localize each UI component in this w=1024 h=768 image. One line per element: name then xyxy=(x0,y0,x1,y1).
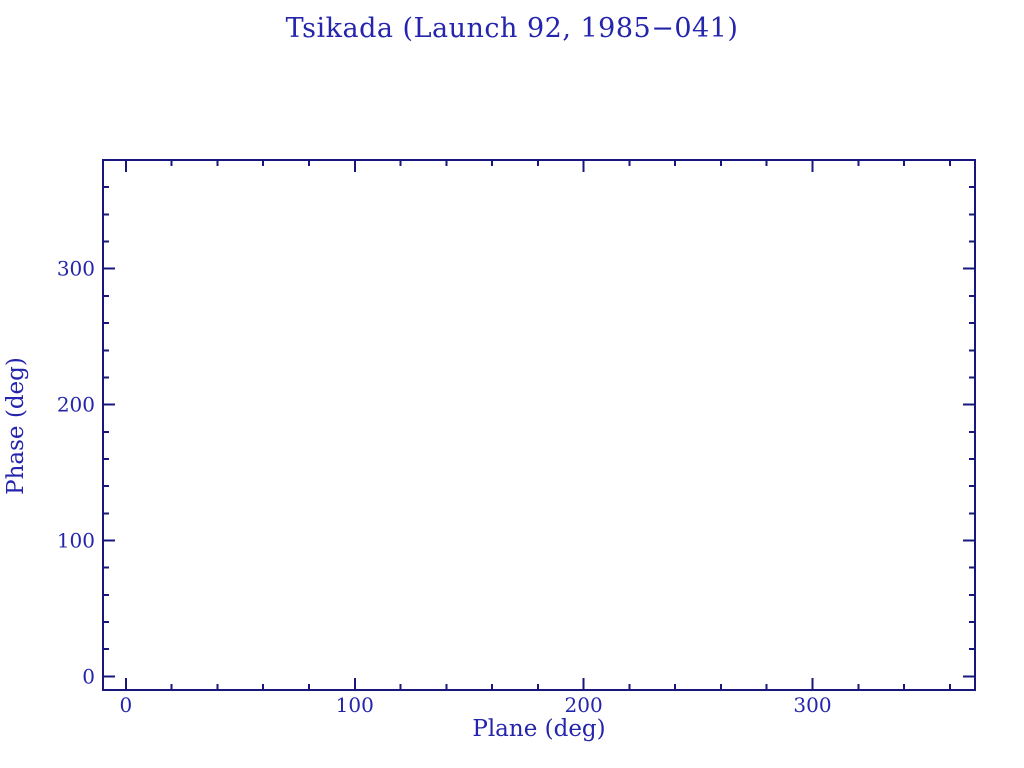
x-tick-label: 300 xyxy=(793,693,831,717)
x-tick-label: 100 xyxy=(336,693,374,717)
chart-title: Tsikada (Launch 92, 1985−041) xyxy=(285,13,739,44)
y-tick-label: 300 xyxy=(57,257,95,281)
x-axis-title: Plane (deg) xyxy=(472,716,606,742)
y-tick-label: 200 xyxy=(57,393,95,417)
x-tick-label: 200 xyxy=(565,693,603,717)
x-tick-label: 0 xyxy=(120,693,133,717)
y-tick-label: 0 xyxy=(82,664,95,688)
y-tick-label: 100 xyxy=(57,529,95,553)
plot-frame xyxy=(102,159,976,691)
y-axis-title: Phase (deg) xyxy=(3,357,29,495)
